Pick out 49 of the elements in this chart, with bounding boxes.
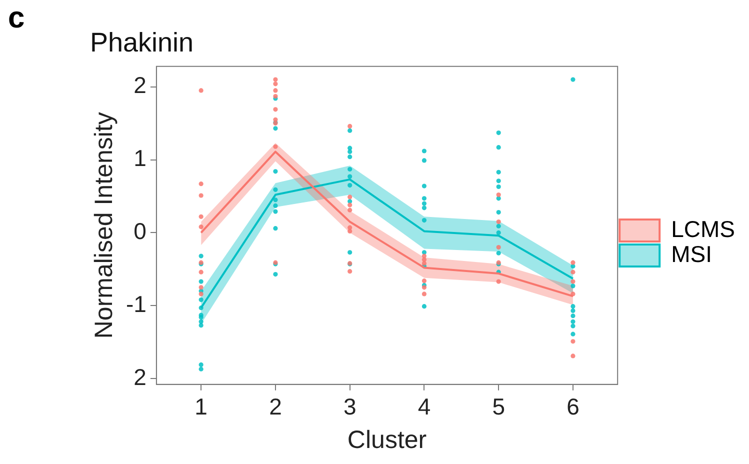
y-tick-label: -1	[126, 290, 146, 317]
y-tick-label: 2	[134, 72, 146, 98]
x-tick-label: 6	[566, 394, 580, 420]
point	[348, 194, 352, 200]
point	[198, 214, 204, 219]
point	[198, 270, 204, 274]
y-axis-title: Normalised Intensity	[90, 112, 118, 339]
point	[273, 82, 278, 86]
y-tick-label: 0	[134, 218, 146, 244]
point	[198, 224, 204, 230]
point	[348, 124, 352, 129]
y-tick-label: 2	[134, 364, 146, 390]
point	[198, 285, 204, 290]
point	[273, 144, 278, 149]
x-tick-label: 1	[194, 394, 208, 420]
point	[422, 285, 427, 290]
point	[273, 77, 278, 82]
x-axis-title: Cluster	[347, 426, 427, 454]
x-tick-label: 4	[418, 394, 431, 420]
y-tick-label: 1	[134, 145, 146, 172]
point	[198, 292, 204, 296]
text: c	[8, 1, 25, 34]
point	[198, 193, 204, 198]
point	[570, 339, 576, 344]
point	[496, 192, 501, 198]
point	[496, 219, 501, 224]
point	[570, 354, 576, 358]
point	[570, 260, 576, 265]
point	[422, 278, 427, 284]
legend-label: MSI	[671, 240, 712, 267]
point	[273, 107, 278, 112]
x-tick-label: 3	[343, 394, 356, 420]
point	[198, 182, 204, 186]
point	[348, 228, 352, 234]
legend-label: LCMS	[671, 216, 736, 242]
point	[273, 88, 278, 93]
point	[422, 261, 427, 266]
point	[496, 244, 501, 250]
point	[570, 270, 576, 274]
chart-title: Phakinin	[90, 28, 194, 58]
point	[348, 208, 352, 212]
point	[348, 202, 352, 208]
x-tick-label: 5	[492, 394, 505, 420]
point	[422, 292, 427, 296]
point	[198, 88, 204, 93]
point	[570, 279, 576, 284]
point	[348, 269, 352, 274]
point	[496, 279, 501, 284]
x-tick-label: 2	[269, 394, 282, 420]
